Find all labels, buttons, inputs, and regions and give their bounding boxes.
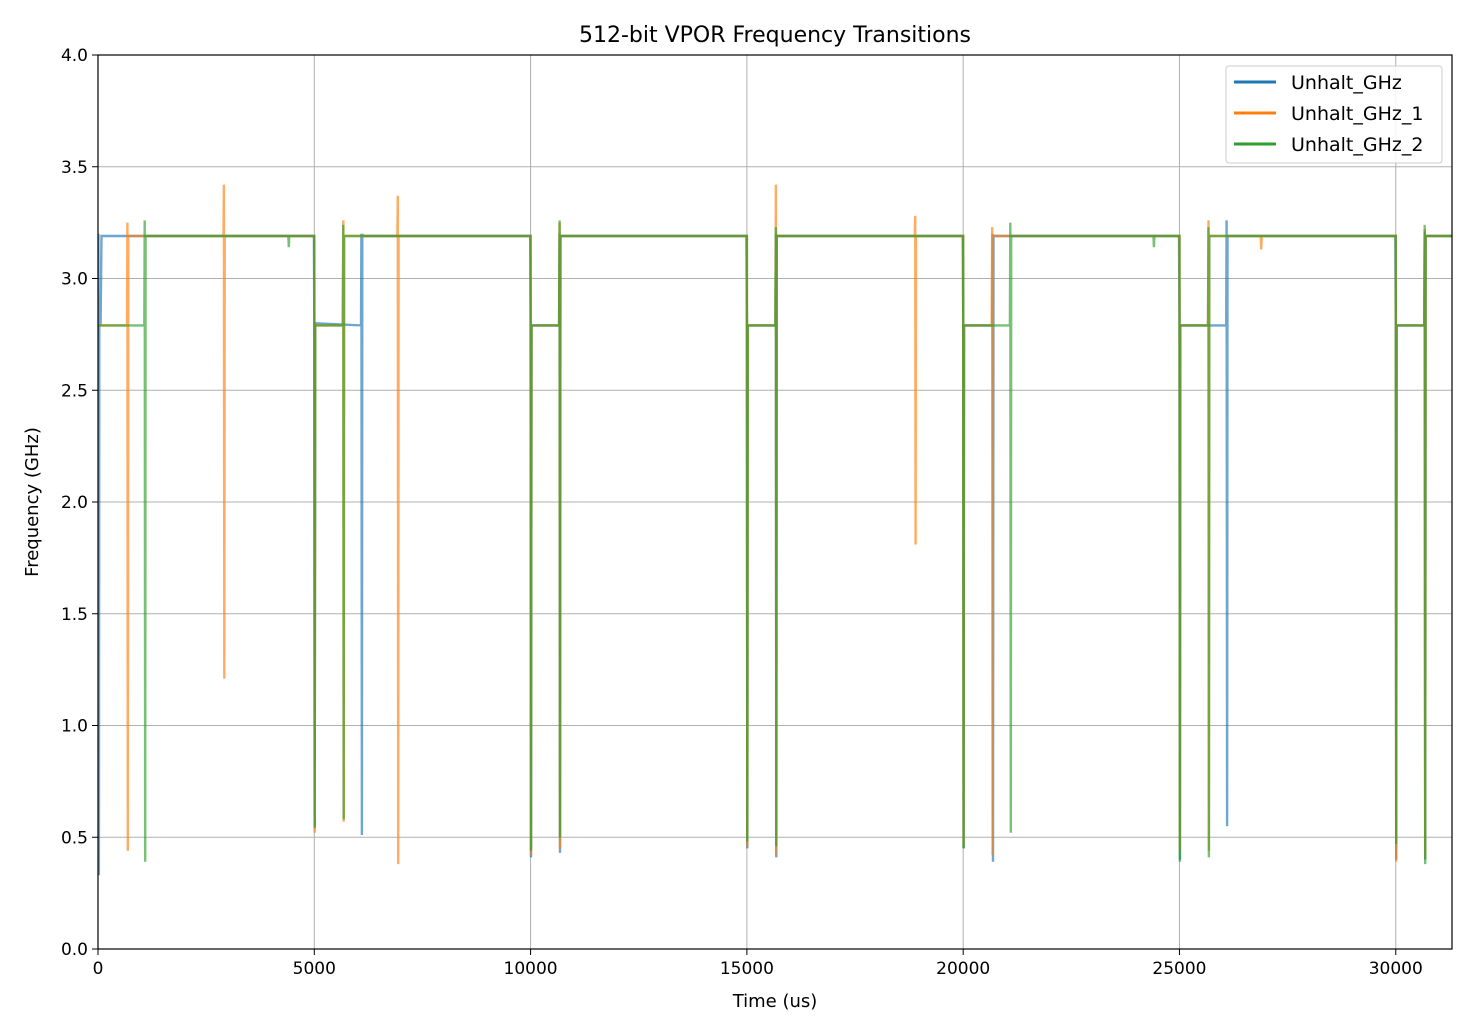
y-tick-label: 0.5	[61, 828, 88, 848]
x-tick-label: 20000	[936, 959, 990, 979]
y-tick-label: 2.5	[61, 381, 88, 401]
legend-label-unhalt-ghz-2: Unhalt_GHz_2	[1291, 134, 1423, 156]
x-axis-label: Time (us)	[732, 991, 818, 1012]
legend: Unhalt_GHz Unhalt_GHz_1 Unhalt_GHz_2	[1225, 65, 1443, 164]
legend-label-unhalt-ghz: Unhalt_GHz	[1291, 72, 1402, 94]
legend-label-unhalt-ghz-1: Unhalt_GHz_1	[1291, 103, 1423, 125]
y-tick-label: 0.0	[61, 940, 88, 960]
x-tick-label: 15000	[720, 959, 774, 979]
y-tick-label: 3.5	[61, 158, 88, 178]
y-tick-label: 4.0	[61, 46, 88, 66]
series-lines	[98, 184, 1452, 876]
x-tick-label: 25000	[1152, 959, 1206, 979]
y-tick-label: 1.0	[61, 717, 88, 737]
y-axis-label: Frequency (GHz)	[22, 427, 43, 577]
axis-ticks: 0 5000 10000 15000 20000 25000 30000 0.0 0.5 1.0 1…	[61, 46, 1423, 979]
y-tick-label: 3.0	[61, 270, 88, 290]
plot-area	[98, 184, 1452, 876]
y-tick-label: 1.5	[61, 605, 88, 625]
x-tick-label: 30000	[1369, 959, 1423, 979]
series-line-unhalt-ghz-2	[98, 220, 1452, 865]
y-tick-label: 2.0	[61, 493, 88, 513]
x-tick-label: 0	[93, 959, 104, 979]
chart-title: 512-bit VPOR Frequency Transitions	[579, 23, 971, 48]
x-tick-label: 10000	[504, 959, 558, 979]
x-tick-label: 5000	[293, 959, 336, 979]
legend-box	[1225, 65, 1443, 164]
